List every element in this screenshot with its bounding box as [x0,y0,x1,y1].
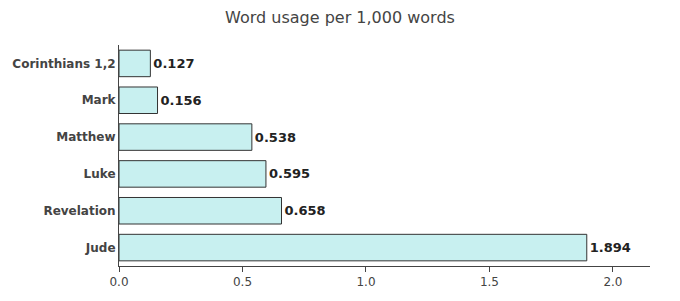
svg-text:0.127: 0.127 [153,56,194,71]
svg-text:Corinthians 1,2: Corinthians 1,2 [12,57,115,71]
svg-text:0.156: 0.156 [161,93,202,108]
svg-text:2.0: 2.0 [603,275,622,289]
svg-text:Luke: Luke [84,167,116,181]
svg-text:Mark: Mark [82,93,117,107]
svg-text:1.5: 1.5 [480,275,499,289]
svg-text:0.595: 0.595 [269,166,310,181]
svg-text:1.894: 1.894 [590,240,631,255]
svg-text:0.658: 0.658 [285,203,326,218]
svg-text:Word usage per 1,000 words: Word usage per 1,000 words [225,8,455,27]
svg-text:Jude: Jude [85,241,116,255]
svg-text:Revelation: Revelation [43,204,115,218]
svg-text:0.0: 0.0 [109,275,128,289]
svg-text:0.5: 0.5 [233,275,252,289]
svg-text:Matthew: Matthew [56,130,115,144]
svg-text:1.0: 1.0 [356,275,375,289]
svg-text:0.538: 0.538 [255,130,296,145]
